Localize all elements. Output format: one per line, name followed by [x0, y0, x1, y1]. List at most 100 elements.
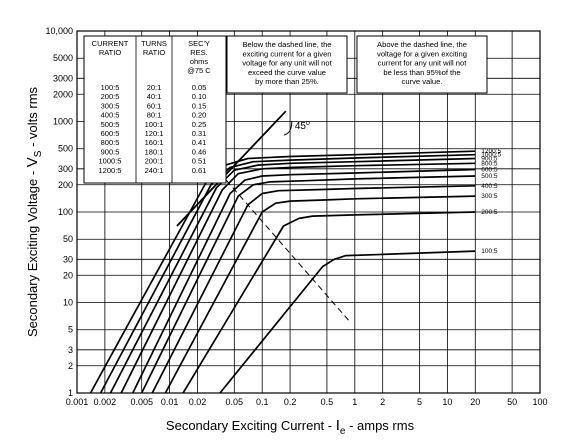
x-tick-label: 0.2	[284, 397, 297, 407]
curve-label: 1200:5	[481, 148, 501, 155]
ratio-table-header: RATIO	[99, 48, 122, 57]
ratio-table-header: TURNS	[141, 39, 167, 48]
ratio-table-header: RES.	[190, 48, 208, 57]
ratio-table-header: RATIO	[143, 48, 166, 57]
x-tick-label: 0.5	[321, 397, 334, 407]
curve-label: 600:5	[481, 166, 498, 173]
ratio-table-cell: 0.15	[192, 101, 207, 110]
ratio-table-cell: 0.05	[192, 83, 207, 92]
y-tick-label: 10,000	[45, 26, 73, 36]
curve-label: 200:5	[481, 209, 498, 216]
curve-100-5	[219, 250, 476, 394]
ratio-table-cell: 120:1	[145, 129, 164, 138]
y-tick-label: 2000	[53, 89, 73, 99]
note-line: Above the dashed line, the	[377, 40, 467, 49]
ratio-table-cell: 20:1	[147, 83, 162, 92]
note-line: voltage for any unit will not	[242, 59, 332, 68]
y-tick-label: 2	[68, 361, 73, 371]
x-tick-label: 100	[532, 397, 547, 407]
ratio-table-cell: 0.41	[192, 138, 207, 147]
note-line: be less than 95%of the	[383, 68, 460, 77]
note-line: current for any unit will not	[378, 59, 468, 68]
curve-label: 1000:5	[481, 152, 501, 159]
knee-point-dashed-line	[206, 157, 351, 323]
ratio-table-cell: 600:5	[101, 129, 120, 138]
x-tick-label: 20	[470, 397, 480, 407]
x-tick-label: 5	[417, 397, 422, 407]
curve-label: 400:5	[481, 183, 498, 190]
curve-label: 100:5	[481, 248, 498, 255]
x-tick-label: 10	[442, 397, 452, 407]
ratio-table-cell: 500:5	[101, 120, 120, 129]
ratio-table-cell: 100:1	[145, 120, 164, 129]
ratio-table-cell: 180:1	[145, 147, 164, 156]
ratio-table-cell: 0.46	[192, 147, 207, 156]
curve-500-5	[140, 175, 476, 394]
x-tick-label: 0.005	[130, 397, 153, 407]
curve-label: 800:5	[481, 160, 498, 167]
ratio-table-header: ohms	[190, 57, 209, 66]
y-tick-label: 30	[63, 254, 73, 264]
x-tick-label: 0.01	[161, 397, 179, 407]
ratio-table-cell: 0.51	[192, 157, 207, 166]
y-tick-label: 10	[63, 298, 73, 308]
excitation-curves	[89, 150, 476, 394]
ratio-table-cell: 200:1	[145, 157, 164, 166]
ratio-table-cell: 160:1	[145, 138, 164, 147]
y-tick-label: 3	[68, 345, 73, 355]
ratio-table-cell: 0.61	[192, 166, 207, 175]
ratio-table-cell: 0.31	[192, 129, 207, 138]
y-tick-label: 500	[58, 144, 73, 154]
ratio-table-cell: 60:1	[147, 101, 162, 110]
curve-label: 500:5	[481, 173, 498, 180]
y-axis-title: Secondary Exciting Voltage - VS - volts …	[24, 86, 44, 337]
ratio-table-cell: 200:5	[101, 92, 120, 101]
y-tick-label: 5000	[53, 53, 73, 63]
y-tick-label: 300	[58, 164, 73, 174]
curve-600-5	[132, 168, 476, 394]
x-tick-label: 0.002	[94, 397, 117, 407]
reference-lines: 45o	[176, 110, 351, 323]
y-tick-label: 5	[68, 325, 73, 335]
y-tick-label: 3000	[53, 73, 73, 83]
x-tick-label: 0.05	[226, 397, 244, 407]
curve-200-5	[182, 211, 476, 394]
curve-900-5	[109, 157, 476, 394]
x-axis-title: Secondary Exciting Current - Ie - amps r…	[166, 417, 415, 437]
note-box	[356, 35, 488, 94]
ratio-table-cell: 0.20	[192, 111, 207, 120]
ratio-table-cell: 240:1	[145, 166, 164, 175]
x-tick-label: 50	[507, 397, 517, 407]
ratio-table-header: SEC'Y	[188, 39, 210, 48]
ratio-table-cell: 900:5	[101, 147, 120, 156]
note-line: exceed the curve value	[248, 68, 326, 77]
y-tick-label: 50	[63, 234, 73, 244]
y-tick-label: 20	[63, 270, 73, 280]
tick-labels: 0.001 0.002 0.005 0.01 0.02 0.05 0.1 0.2 0.5 1 2 5 1…	[45, 26, 547, 407]
ratio-table-cell: 300:5	[101, 101, 120, 110]
ratio-table-header: CURRENT	[92, 39, 129, 48]
angle-arc	[283, 121, 293, 136]
note-line: voltage for a given exciting	[377, 49, 467, 58]
x-tick-label: 0.02	[189, 397, 207, 407]
note-line: Below the dashed line, the	[242, 40, 331, 49]
x-tick-label: 0.001	[66, 397, 89, 407]
ratio-table-box	[83, 35, 227, 184]
curve-300-5	[164, 195, 476, 394]
note-line: by more than 25%.	[255, 77, 319, 86]
plot-frame	[76, 30, 541, 394]
ratio-table-cell: 400:5	[101, 111, 120, 120]
ratio-table-cell: 100:5	[101, 83, 120, 92]
note-line: curve value.	[402, 77, 443, 86]
note-line: exciting current for a given	[242, 49, 331, 58]
y-tick-label: 1	[68, 388, 73, 398]
ratio-table-cell: 800:5	[101, 138, 120, 147]
curve-800-5	[120, 162, 476, 394]
curve-1000-5	[99, 153, 476, 394]
curve-400-5	[151, 184, 476, 394]
